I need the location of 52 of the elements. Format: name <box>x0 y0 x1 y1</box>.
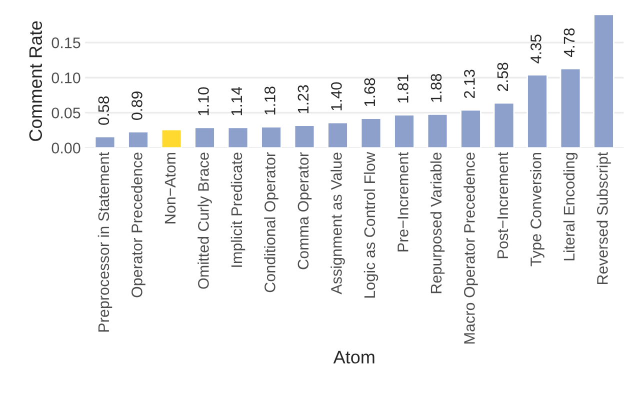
x-tick-label: Type Conversion <box>530 152 544 266</box>
x-tick-label: Implicit Predicate <box>230 152 246 267</box>
bar <box>426 113 448 148</box>
annotation: 1.68 <box>364 78 376 106</box>
y-tick-label: 0.05 <box>52 108 80 118</box>
annotation: 0.58 <box>98 96 110 125</box>
x-tick-label: Omitted Curly Brace <box>198 152 212 289</box>
annotation: 1.18 <box>264 86 276 114</box>
x-tick-label: Operator Precedence <box>131 152 146 298</box>
bar <box>160 128 182 148</box>
x-tick-label: Pre−Increment <box>398 152 408 252</box>
annotation: 4.35 <box>530 34 542 64</box>
annotation: 4.78 <box>564 28 575 58</box>
y-tick-label: 0.00 <box>52 142 80 154</box>
x-tick-label: Logic as Control Flow <box>364 152 378 298</box>
annotation: 1.23 <box>298 85 309 114</box>
x-tick-label: Literal Encoding <box>563 152 578 260</box>
x-axis-title: Atom <box>333 350 374 364</box>
bar <box>94 136 116 148</box>
bar <box>327 122 348 148</box>
bar <box>227 126 249 148</box>
bar <box>460 109 482 148</box>
bar <box>260 126 282 148</box>
y-tick-label: 0.10 <box>52 72 80 84</box>
bar <box>128 130 149 148</box>
annotation: 1.14 <box>231 87 242 116</box>
annotation: 0.89 <box>132 92 142 120</box>
bar <box>560 68 582 148</box>
annotation: 2.58 <box>497 62 508 92</box>
x-tick-label: Macro Operator Precedence <box>464 152 478 344</box>
x-tick-label: Post−Increment <box>497 152 508 258</box>
x-tick-label: Repurposed Variable <box>430 152 445 294</box>
bar <box>394 114 415 148</box>
bar <box>194 126 216 148</box>
y-tick-label: 0.15 <box>52 37 80 48</box>
x-tick-label: Comma Operator <box>298 152 312 270</box>
y-axis-title: Comment Rate <box>29 21 42 141</box>
annotation: 1.81 <box>398 74 408 103</box>
bar <box>294 124 316 148</box>
annotation: 1.10 <box>198 87 209 116</box>
annotation: 1.88 <box>430 74 442 102</box>
x-tick-label: Assignment as Value <box>330 152 345 294</box>
bar <box>526 74 548 148</box>
bar <box>493 102 515 148</box>
bar <box>593 14 614 148</box>
annotation: 1.40 <box>331 82 342 110</box>
x-tick-label: Reversed Subscript <box>596 152 611 284</box>
x-tick-label: Conditional Operator <box>264 152 278 292</box>
x-tick-label: Preprocessor in Statement <box>98 152 112 332</box>
bar <box>360 118 382 148</box>
x-tick-label: Non−Atom <box>164 152 176 224</box>
annotation: 2.13 <box>464 70 475 98</box>
